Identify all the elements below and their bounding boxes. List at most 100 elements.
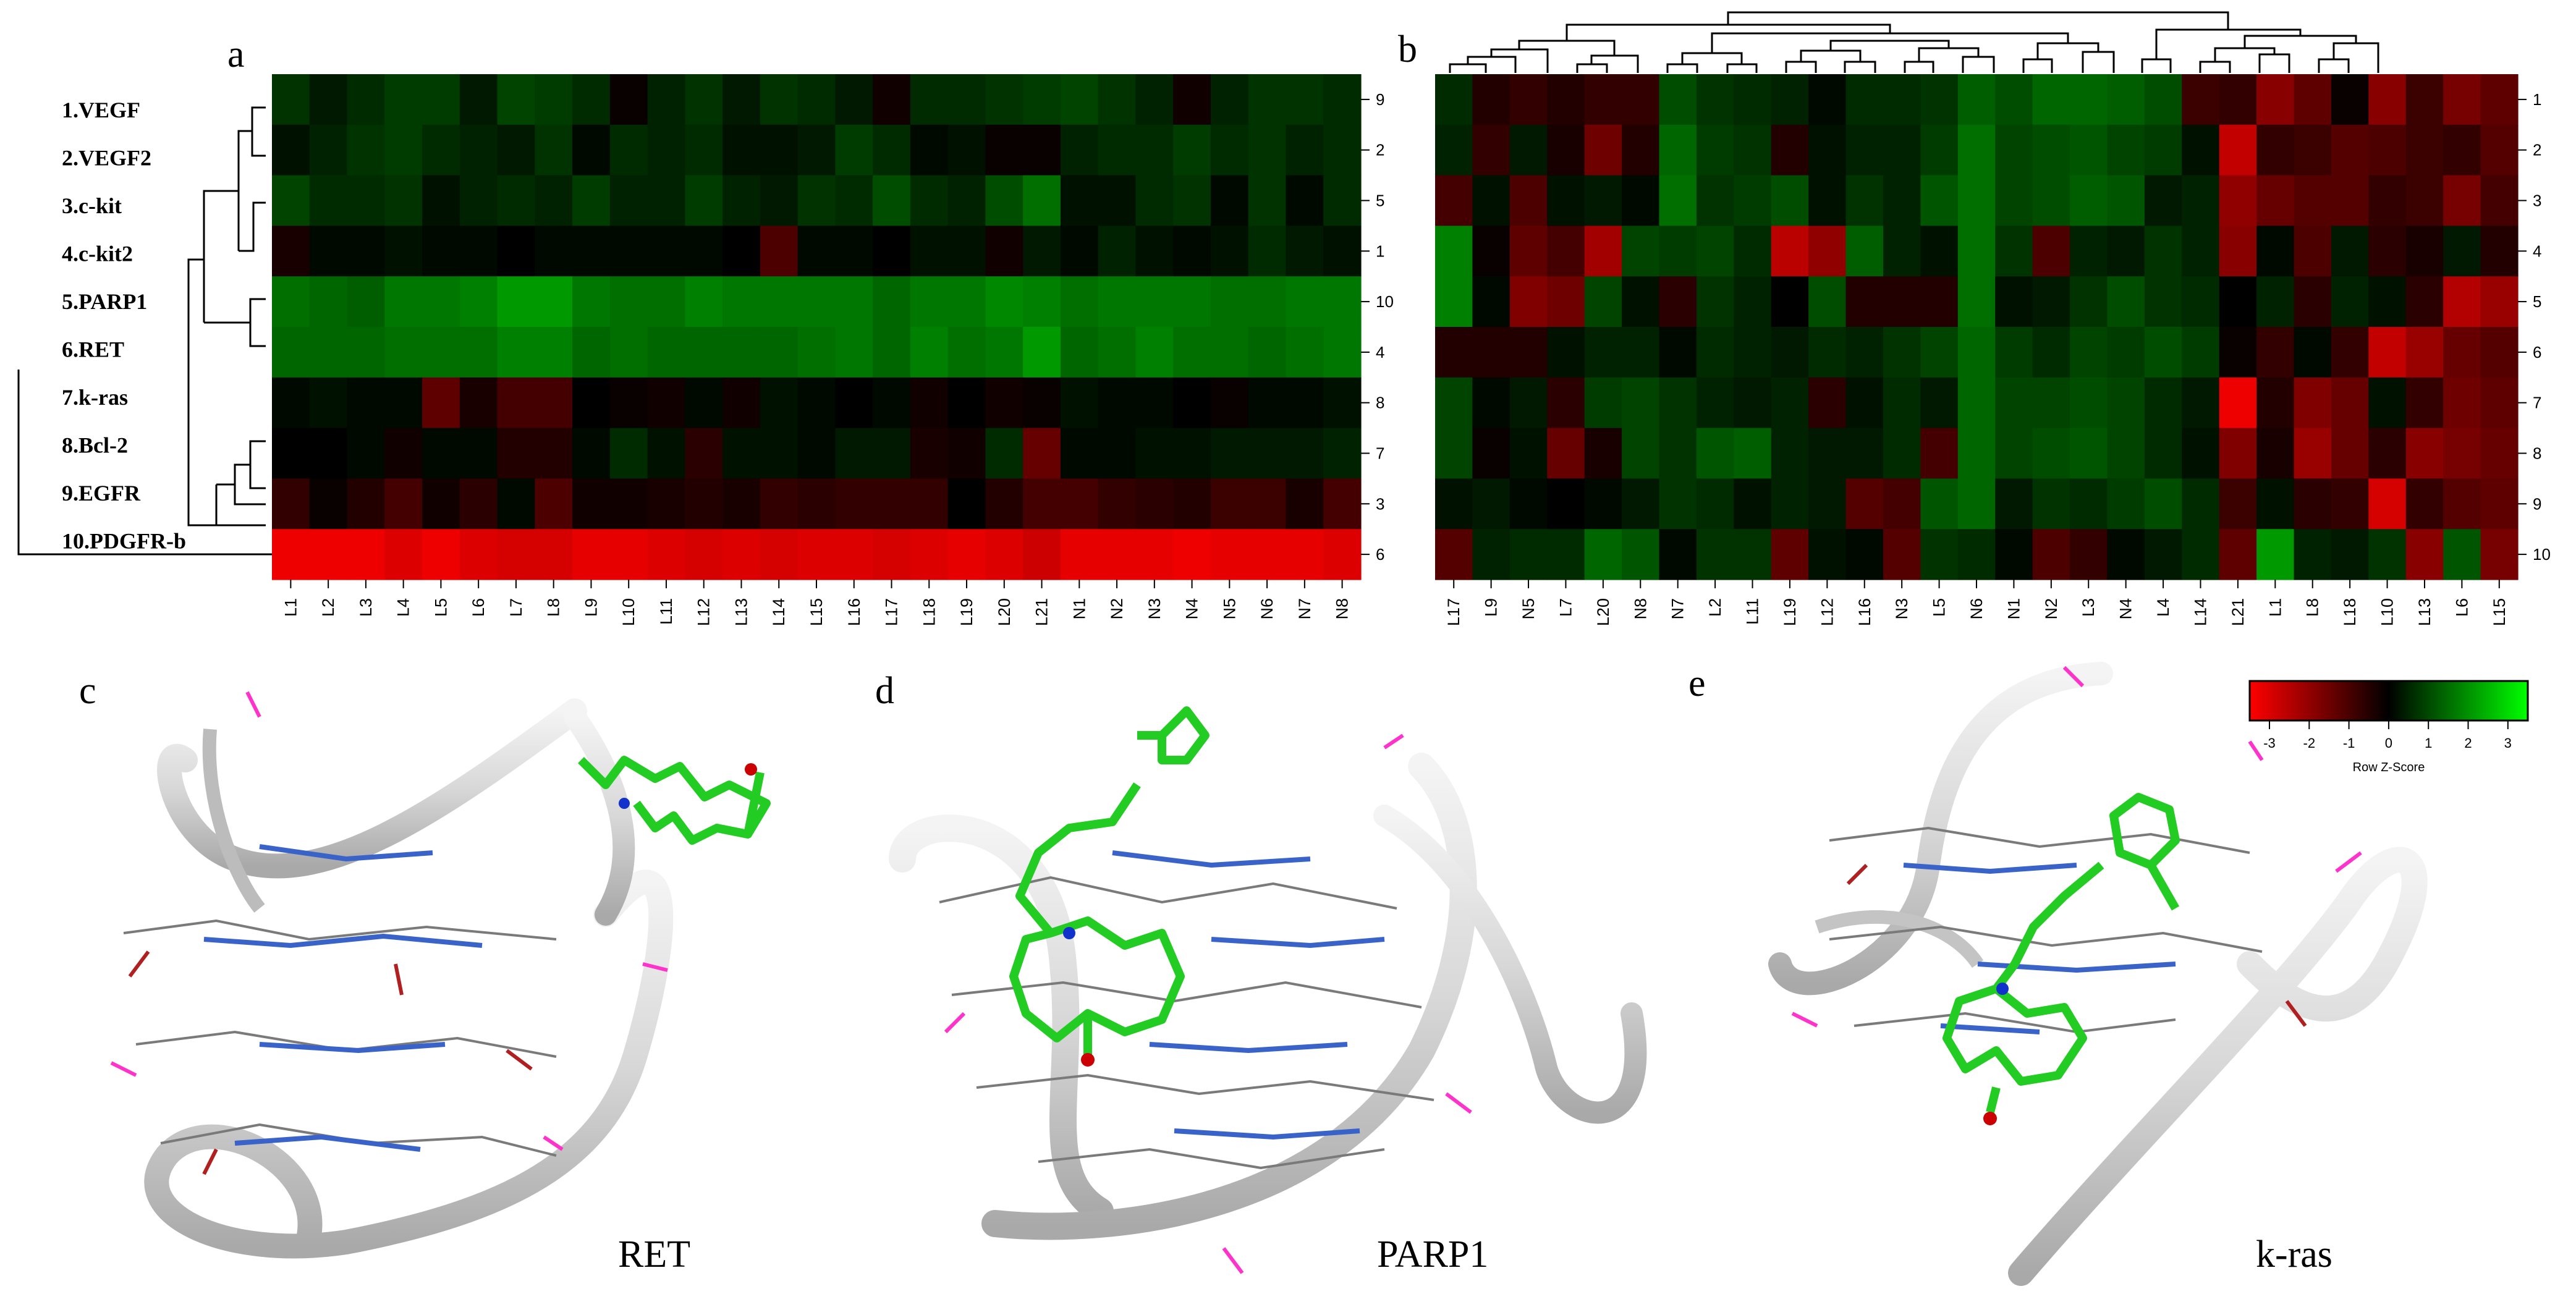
heatmap-cell	[685, 175, 723, 226]
heatmap-cell	[2107, 226, 2145, 277]
heatmap-cell	[873, 478, 911, 530]
heatmap-cell	[2144, 377, 2182, 429]
heatmap-cell	[572, 276, 611, 328]
heatmap-cell	[2331, 529, 2369, 580]
column-label: L19	[957, 598, 976, 626]
row-id-label: 3	[1376, 494, 1384, 513]
heatmap-cell	[1547, 124, 1585, 176]
heatmap-cell	[1883, 478, 1921, 530]
heatmap-cell	[1920, 124, 1959, 176]
heatmap-cell	[2032, 428, 2070, 479]
heatmap-cell	[272, 428, 310, 479]
heatmap-cell	[1098, 124, 1137, 176]
heatmap-cell	[760, 529, 799, 580]
panel-a: a 1.VEGF 2.VEGF2 3.c-kit 4.c-kit2 5.PARP1 6.R…	[17, 33, 1394, 626]
heatmap-cell	[1286, 529, 1324, 580]
heatmap-cell	[2070, 175, 2108, 226]
heatmap-cell	[1659, 74, 1697, 125]
gene-label: 6.RET	[62, 337, 124, 362]
color-key-tick-label: 1	[2425, 735, 2432, 751]
heatmap-cell	[1957, 276, 1996, 328]
heatmap-cell	[985, 276, 1023, 328]
column-label: L5	[1930, 598, 1949, 617]
panel-b-column-labels: L17 L9 N5 L7 L20 N8 N7 L2 L11 L19 L12 L16 N3 L5 N6 N1 N2…	[1444, 580, 2509, 626]
heatmap-cell	[1286, 478, 1324, 530]
heatmap-cell	[835, 377, 873, 429]
heatmap-cell	[1098, 428, 1137, 479]
heatmap-cell	[2256, 377, 2295, 429]
heatmap-cell	[1771, 529, 1809, 580]
heatmap-cell	[2144, 529, 2182, 580]
heatmap-cell	[1060, 276, 1099, 328]
heatmap-cell	[2107, 377, 2145, 429]
heatmap-cell	[985, 327, 1023, 378]
heatmap-cell	[1771, 428, 1809, 479]
heatmap-cell	[873, 124, 911, 176]
heatmap-cell	[1659, 478, 1697, 530]
heatmap-cell	[835, 276, 873, 328]
color-key-tick-label: 0	[2385, 735, 2392, 751]
heatmap-cell	[1995, 428, 2033, 479]
heatmap-cell	[1995, 478, 2033, 530]
heatmap-cell	[1771, 226, 1809, 277]
heatmap-cell	[1547, 226, 1585, 277]
heatmap-cell	[1547, 74, 1585, 125]
heatmap-cell	[1547, 377, 1585, 429]
heatmap-cell	[2405, 175, 2444, 226]
heatmap-cell	[647, 124, 685, 176]
heatmap-cell	[347, 175, 385, 226]
heatmap-cell	[760, 276, 799, 328]
heatmap-cell	[985, 124, 1023, 176]
heatmap-cell	[2182, 327, 2220, 378]
heatmap-cell	[1098, 478, 1137, 530]
heatmap-cell	[2368, 428, 2407, 479]
heatmap-cell	[685, 377, 723, 429]
column-label: L7	[507, 598, 525, 617]
column-label: L2	[1706, 598, 1724, 617]
heatmap-cell	[2032, 327, 2070, 378]
heatmap-cell	[1696, 124, 1734, 176]
heatmap-cell	[459, 226, 498, 277]
heatmap-cell	[685, 124, 723, 176]
heatmap-cell	[1957, 478, 1996, 530]
heatmap-cell	[1060, 74, 1099, 125]
heatmap-cell	[1248, 377, 1287, 429]
heatmap-cell	[2144, 226, 2182, 277]
heatmap-cell	[2405, 377, 2444, 429]
heatmap-cell	[1509, 428, 1548, 479]
heatmap-cell	[1472, 74, 1510, 125]
heatmap-cell	[1098, 377, 1137, 429]
row-id-label: 2	[2533, 141, 2541, 159]
heatmap-cell	[1023, 124, 1061, 176]
heatmap-cell	[2256, 529, 2295, 580]
heatmap-cell	[2368, 74, 2407, 125]
heatmap-cell	[1509, 74, 1548, 125]
heatmap-cell	[2480, 327, 2519, 378]
gene-label: 2.VEGF2	[62, 146, 151, 171]
heatmap-cell	[1920, 226, 1959, 277]
heatmap-cell	[910, 124, 949, 176]
heatmap-cell	[797, 276, 836, 328]
heatmap-cell	[1098, 529, 1137, 580]
heatmap-cell	[1920, 74, 1959, 125]
heatmap-cell	[2331, 175, 2369, 226]
heatmap-cell	[497, 377, 535, 429]
heatmap-cell	[2144, 478, 2182, 530]
heatmap-cell	[2256, 478, 2295, 530]
heatmap-cell	[2405, 226, 2444, 277]
heatmap-cell	[647, 529, 685, 580]
heatmap-cell	[2032, 276, 2070, 328]
column-label: N6	[1967, 598, 1986, 620]
heatmap-cell	[835, 327, 873, 378]
heatmap-cell	[309, 226, 348, 277]
heatmap-cell	[1771, 478, 1809, 530]
column-label: N2	[2042, 598, 2061, 620]
heatmap-cell	[2480, 226, 2519, 277]
heatmap-cell	[384, 478, 423, 530]
heatmap-cell	[2219, 377, 2257, 429]
heatmap-cell	[1286, 74, 1324, 125]
column-label: N8	[1333, 598, 1352, 620]
heatmap-cell	[835, 175, 873, 226]
column-label: N6	[1258, 598, 1276, 620]
column-label: L11	[657, 598, 676, 625]
